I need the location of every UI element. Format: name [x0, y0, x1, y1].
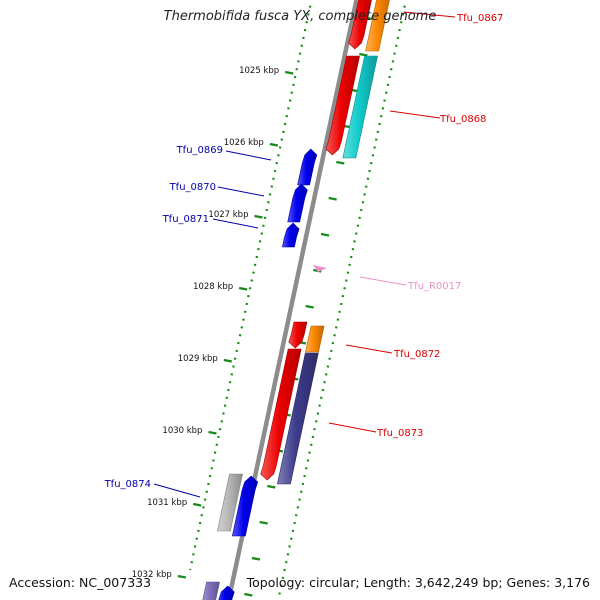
- major-tick: [223, 358, 233, 363]
- label-leader-line: [153, 483, 201, 498]
- major-tick: [177, 574, 187, 579]
- minor-tick: [244, 592, 253, 597]
- kbp-label: 1027 kbp: [208, 210, 248, 220]
- major-tick: [284, 70, 294, 75]
- major-tick: [254, 214, 263, 219]
- rna-marker-tfu-r0017: [313, 265, 327, 272]
- topology-text: Topology: circular; Length: 3,642,249 bp…: [246, 575, 590, 590]
- minor-tick: [359, 52, 368, 57]
- gene-tfu0867-orange: [365, 0, 390, 52]
- gene-label-tfu-0869: Tfu_0869: [176, 145, 223, 156]
- kbp-label: 1029 kbp: [178, 354, 218, 364]
- minor-tick: [251, 556, 261, 561]
- minor-tick: [305, 304, 314, 309]
- gene-tfu0874: [231, 475, 259, 537]
- major-tick: [208, 430, 217, 435]
- gene-label-tfu-0872: Tfu_0872: [393, 349, 440, 360]
- gene-label-tfu-0870: Tfu_0870: [169, 182, 216, 193]
- label-leader-line: [328, 422, 377, 433]
- kbp-label: 1025 kbp: [239, 66, 279, 76]
- kbp-label: 1032 kbp: [132, 570, 172, 580]
- forward-tick-track: [189, 0, 313, 571]
- gene-label-tfu-0874: Tfu_0874: [104, 479, 151, 490]
- gene-next-lavender: [202, 581, 220, 600]
- label-leader-line: [359, 276, 407, 286]
- gene-tfu0872: [288, 321, 308, 349]
- gene-label-tfu-0867: Tfu_0867: [456, 13, 503, 24]
- major-tick: [269, 142, 279, 147]
- gene-tfu0873: [260, 348, 302, 481]
- accession-text: Accession: NC_007333: [9, 575, 152, 590]
- minor-tick: [320, 232, 330, 237]
- gene-next-blue: [218, 585, 235, 600]
- kbp-label: 1030 kbp: [162, 426, 202, 436]
- minor-tick: [336, 160, 345, 165]
- minor-tick: [328, 196, 337, 201]
- label-leader-line: [389, 110, 441, 119]
- label-leader-line: [345, 344, 393, 354]
- kbp-label: 1028 kbp: [193, 282, 233, 292]
- gene-label-tfu-0871: Tfu_0871: [162, 214, 209, 225]
- gene-tfu0874-grey: [217, 473, 243, 532]
- major-tick: [192, 502, 202, 507]
- gene-label-tfu-0868: Tfu_0868: [439, 114, 486, 125]
- label-leader-line: [403, 11, 456, 18]
- major-tick: [238, 286, 248, 291]
- label-leader-line: [212, 218, 259, 229]
- kbp-label: 1031 kbp: [147, 498, 187, 508]
- gene-tfu0870: [287, 183, 308, 223]
- gene-tfu0869: [297, 148, 318, 186]
- gene-label-tfu-r0017: Tfu_R0017: [407, 281, 461, 292]
- label-leader-line: [217, 186, 265, 197]
- gene-tfu0867: [348, 0, 372, 50]
- kbp-label: 1026 kbp: [224, 138, 264, 148]
- gene-tfu0871: [282, 222, 300, 248]
- map-title: Thermobifida fusca YX, complete genome: [163, 9, 437, 24]
- gene-tfu0868: [325, 55, 360, 156]
- minor-tick: [259, 520, 268, 525]
- gene-label-tfu-0873: Tfu_0873: [376, 428, 423, 439]
- gene-tfu0868-cyan: [342, 55, 378, 159]
- gene-tfu0873-navy: [277, 352, 319, 485]
- minor-tick: [267, 484, 276, 489]
- gene-tfu0872-orange: [305, 325, 325, 353]
- label-leader-line: [225, 150, 272, 161]
